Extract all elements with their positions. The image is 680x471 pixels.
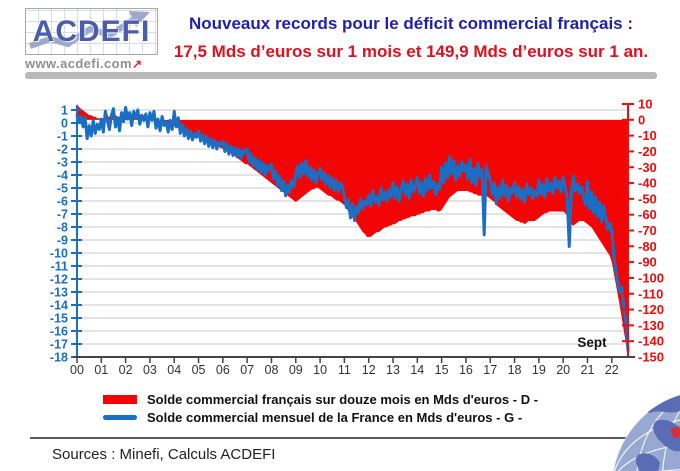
svg-text:09: 09	[289, 363, 303, 377]
svg-text:-9: -9	[57, 234, 68, 248]
svg-text:19: 19	[532, 363, 546, 377]
svg-text:-13: -13	[50, 286, 68, 300]
svg-text:-140: -140	[638, 334, 664, 349]
logo-box: ACDEFI	[25, 8, 158, 55]
x-axis: 00 01 02 03 04 05 06 07 08 09 10 11 12 13 14 15 16 17 18 19…	[70, 356, 635, 377]
svg-text:20: 20	[556, 363, 570, 377]
chart-legend: Solde commercial français sur douze mois…	[85, 387, 630, 428]
svg-text:-8: -8	[57, 221, 68, 235]
logo-url: www.acdefi.com↗	[25, 56, 158, 71]
legend-swatch-area	[103, 394, 137, 404]
svg-text:12: 12	[362, 363, 376, 377]
svg-text:-4: -4	[57, 169, 68, 183]
svg-text:18: 18	[508, 363, 522, 377]
svg-text:04: 04	[167, 363, 181, 377]
svg-text:00: 00	[70, 363, 84, 377]
footer-divider	[30, 437, 640, 439]
svg-text:-15: -15	[50, 312, 68, 326]
svg-text:-100: -100	[638, 270, 664, 285]
svg-text:-16: -16	[50, 325, 68, 339]
svg-text:02: 02	[119, 363, 133, 377]
svg-text:-70: -70	[638, 223, 657, 238]
page-subtitle: 17,5 Mds d’euros sur 1 mois et 149,9 Mds…	[173, 41, 649, 61]
svg-text:-60: -60	[638, 207, 657, 222]
svg-text:05: 05	[192, 363, 206, 377]
svg-text:-17: -17	[50, 338, 68, 352]
svg-text:-3: -3	[57, 156, 68, 170]
area-series	[77, 104, 628, 357]
svg-text:-30: -30	[638, 160, 657, 175]
svg-text:-110: -110	[638, 286, 663, 301]
svg-text:-1: -1	[57, 130, 68, 144]
legend-item-area: Solde commercial français sur douze mois…	[85, 390, 630, 408]
svg-text:-6: -6	[57, 195, 68, 209]
svg-text:-18: -18	[50, 351, 68, 365]
svg-text:06: 06	[216, 363, 230, 377]
svg-text:-10: -10	[638, 128, 657, 143]
svg-text:-130: -130	[638, 318, 664, 333]
trade-balance-chart: 10-1-2-3-4-5-6-7-8-9-10-11-12-13-14-15-1…	[50, 97, 664, 378]
acdefi-logo: ACDEFI www.acdefi.com↗	[25, 8, 158, 71]
svg-text:15: 15	[435, 363, 449, 377]
svg-text:10: 10	[638, 97, 652, 112]
svg-text:-12: -12	[50, 273, 68, 287]
svg-text:-20: -20	[638, 144, 657, 159]
svg-text:-5: -5	[57, 182, 68, 196]
svg-text:0: 0	[638, 112, 645, 127]
svg-text:-7: -7	[57, 208, 68, 222]
logo-wordmark: ACDEFI	[32, 14, 151, 48]
svg-text:08: 08	[265, 363, 279, 377]
svg-text:16: 16	[459, 363, 473, 377]
sept-annotation: Sept	[577, 335, 607, 350]
header-divider-bar	[25, 72, 657, 79]
svg-text:10: 10	[313, 363, 327, 377]
svg-text:-90: -90	[638, 255, 657, 270]
svg-text:01: 01	[94, 363, 108, 377]
svg-text:07: 07	[240, 363, 254, 377]
page-title: Nouveaux records pour le déficit commerc…	[188, 14, 634, 33]
svg-text:-40: -40	[638, 176, 657, 191]
red-cursor-arrow-icon: ↗	[131, 57, 143, 71]
legend-swatch-line	[103, 414, 137, 420]
svg-text:-80: -80	[638, 239, 657, 254]
svg-text:-11: -11	[51, 260, 68, 274]
svg-text:1: 1	[61, 104, 68, 118]
y-axis-left: 10-1-2-3-4-5-6-7-8-9-10-11-12-13-14-15-1…	[50, 104, 82, 365]
legend-label-line: Solde commercial mensuel de la France en…	[147, 409, 523, 425]
legend-label-area: Solde commercial français sur douze mois…	[147, 391, 539, 407]
svg-text:11: 11	[338, 363, 351, 377]
svg-text:-120: -120	[638, 302, 664, 317]
title-block: Nouveaux records pour le déficit commerc…	[158, 12, 664, 64]
svg-text:-10: -10	[50, 247, 68, 261]
svg-text:13: 13	[386, 363, 400, 377]
line-series	[75, 105, 630, 352]
legend-item-line: Solde commercial mensuel de la France en…	[85, 408, 630, 426]
svg-text:21: 21	[581, 363, 595, 377]
logo-url-text: www.acdefi.com	[25, 56, 132, 71]
svg-text:03: 03	[143, 363, 157, 377]
svg-text:17: 17	[483, 363, 497, 377]
svg-text:14: 14	[410, 363, 424, 377]
svg-text:-2: -2	[57, 143, 68, 157]
svg-text:22: 22	[605, 363, 619, 377]
svg-text:0: 0	[61, 117, 68, 131]
logo-chart-arrow-icon	[29, 11, 150, 49]
svg-text:-14: -14	[50, 299, 68, 313]
svg-text:-50: -50	[638, 191, 657, 206]
y-axis-right: 100-10-20-30-40-50-60-70-80-90-100-110-1…	[622, 97, 664, 365]
svg-text:-150: -150	[638, 350, 664, 365]
sources-text: Sources : Minefi, Calculs ACDEFI	[52, 446, 276, 463]
